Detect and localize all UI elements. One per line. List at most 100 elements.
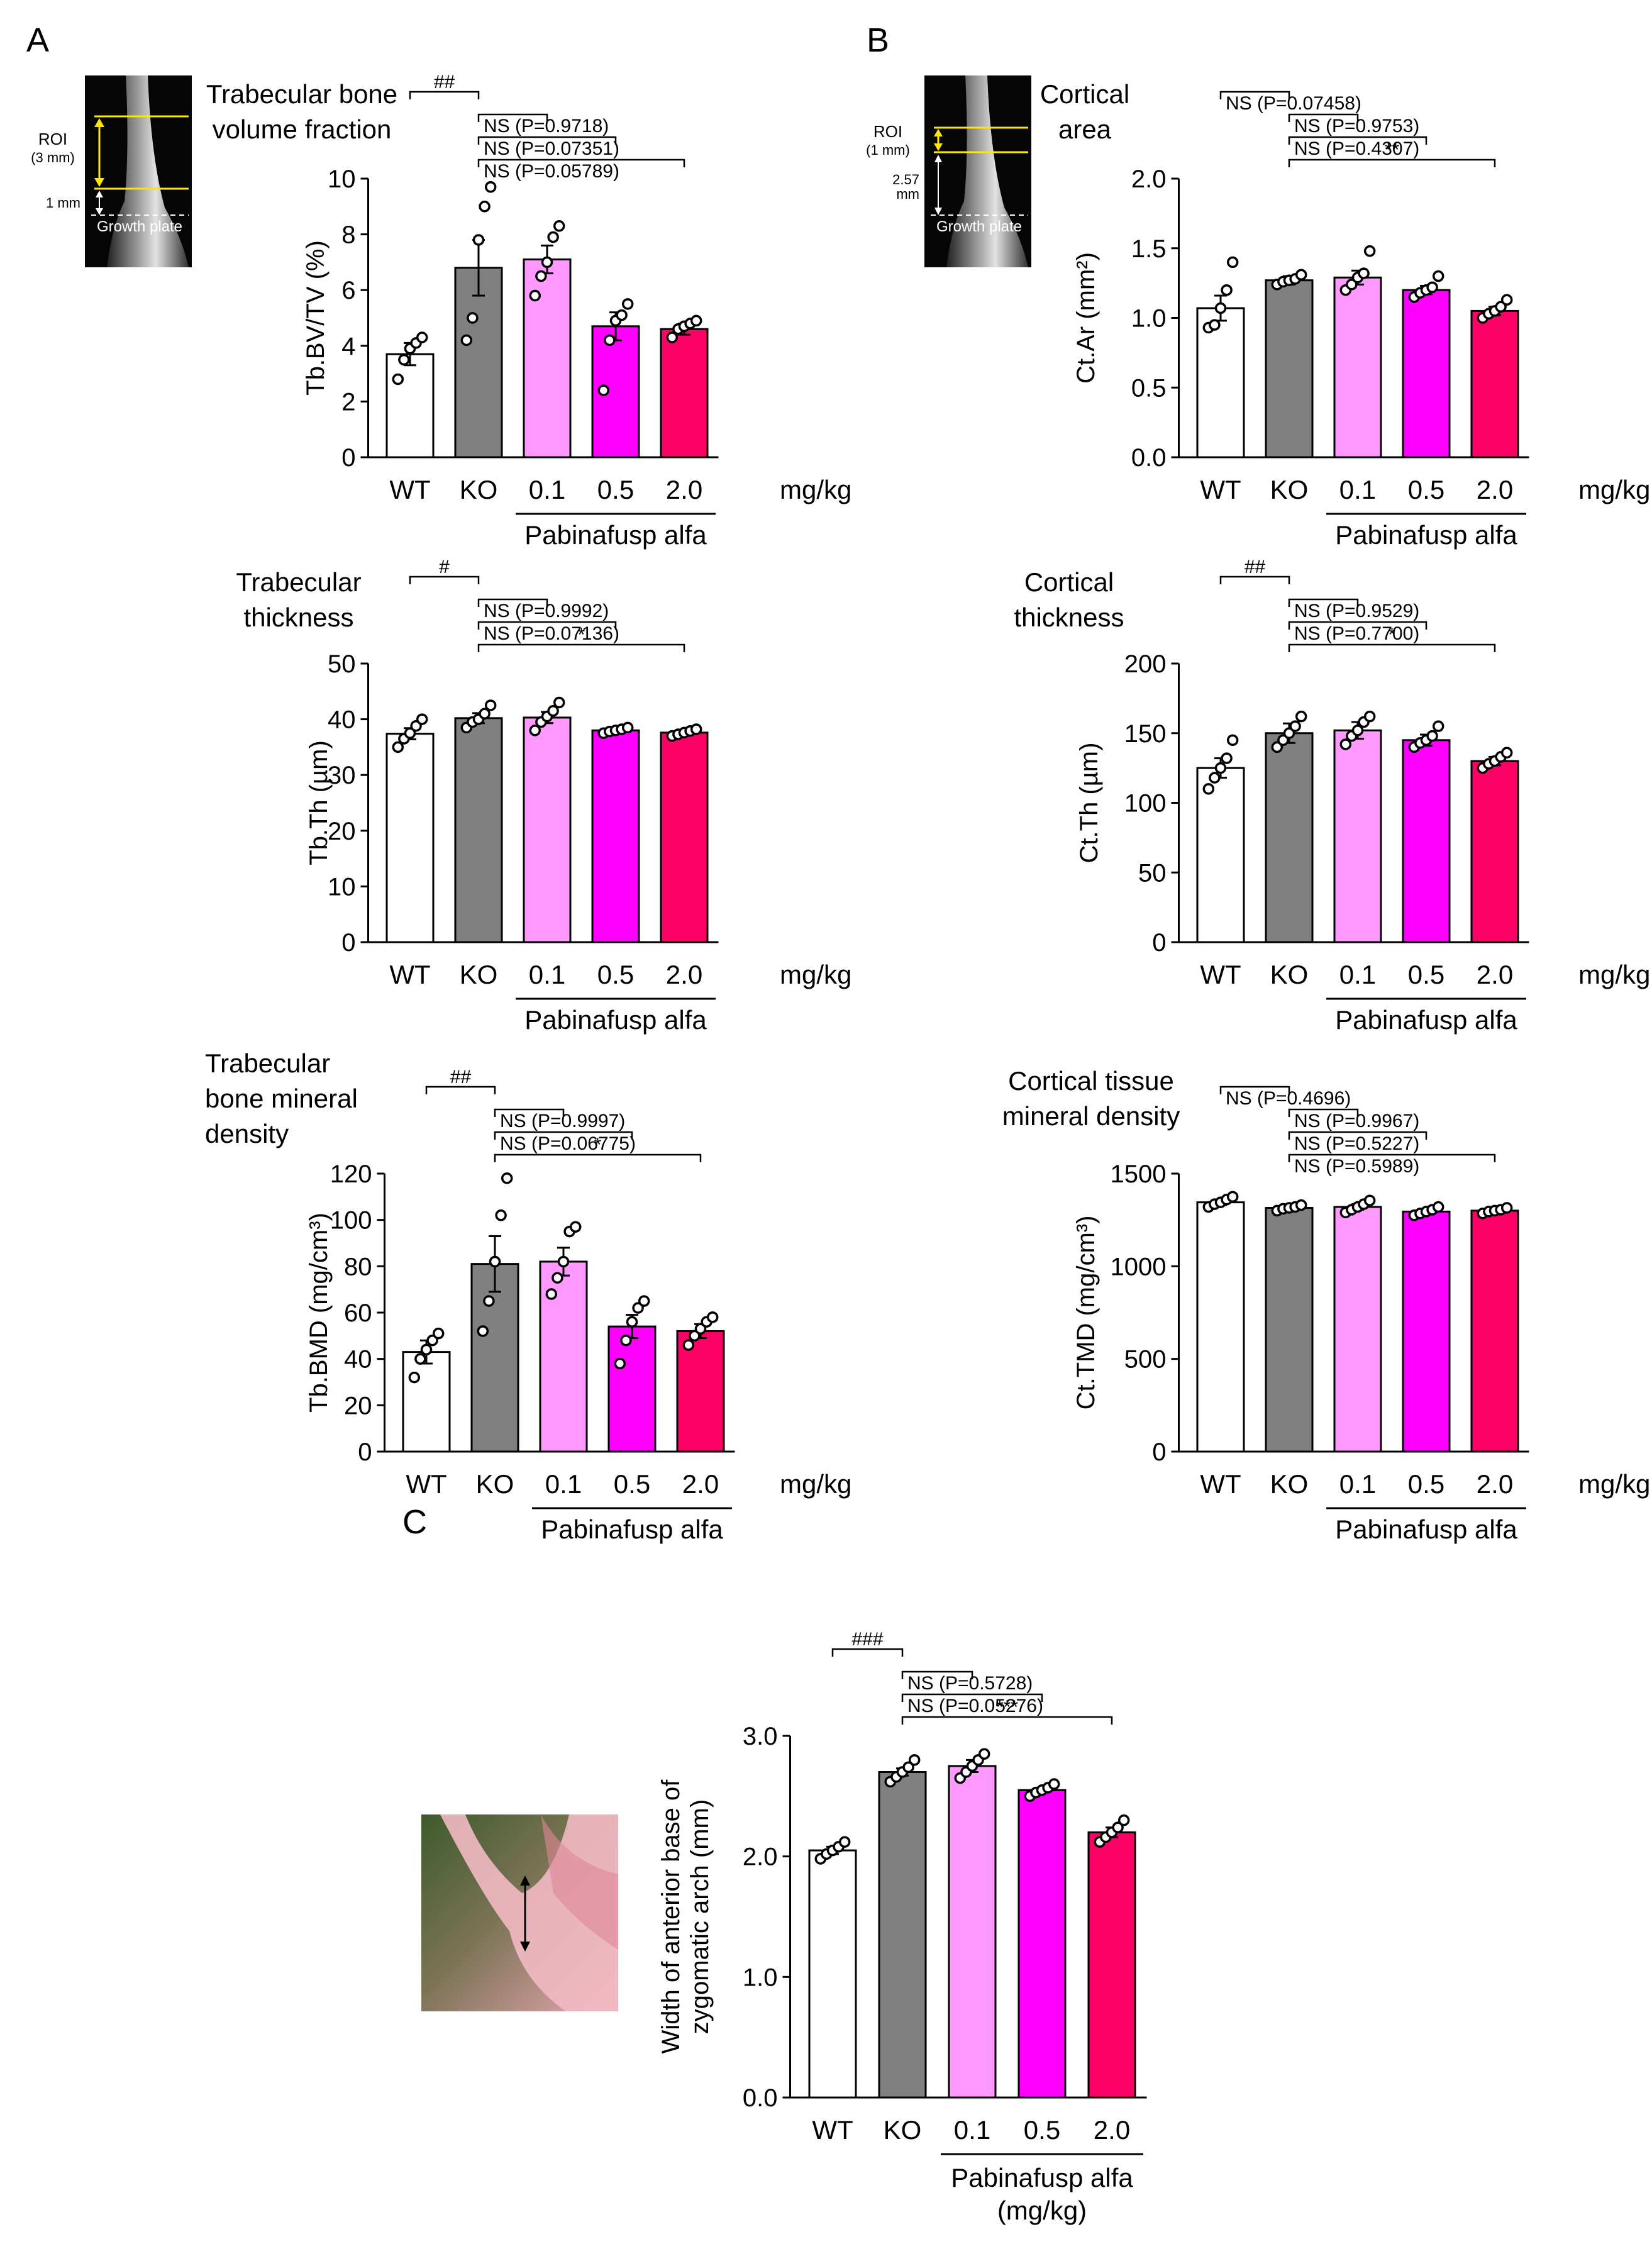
chart-title: Cortical	[1040, 79, 1129, 109]
data-point-0.5	[614, 1357, 626, 1370]
x-unit-label: mg/kg	[780, 1469, 851, 1499]
significance-bracket	[1288, 1108, 1359, 1117]
significance-bracket	[1288, 621, 1427, 630]
chart-ct-th: 0 50 100 150 200 Ct.Th (µm) WT KO 0.1 0.5 2.0 mg/kg…	[1014, 557, 1650, 1035]
x-tick-label-0.1: 0.1	[529, 475, 565, 504]
bar-KO	[454, 717, 503, 943]
significance-bracket	[477, 136, 617, 145]
inset-b-offset-unit: mm	[896, 186, 919, 202]
significance-label: NS (P=0.9718)	[484, 116, 609, 136]
bar-KO	[1265, 732, 1314, 943]
y-tick-label: 500	[1124, 1346, 1167, 1374]
chart-title: Cortical tissue	[1008, 1066, 1174, 1096]
y-tick-label: 50	[1138, 859, 1167, 887]
y-tick-label: 1000	[1111, 1253, 1167, 1281]
chart-zygomatic: 0.0 1.0 2.0 3.0 Width of anterior base of zyg…	[657, 1629, 1147, 2225]
y-tick-label: 40	[328, 706, 356, 734]
chart-title: thickness	[243, 603, 353, 632]
significance-label: **	[1385, 140, 1400, 160]
significance-bracket	[901, 1716, 1113, 1725]
y-tick-label: 0	[341, 444, 355, 472]
x-unit-label: mg/kg	[1578, 1469, 1650, 1499]
chart-tb-th: 0 10 20 30 40 50 Tb.Th (µm) WT KO 0.1 0.5 2.0 mg/kg P…	[236, 557, 851, 1035]
data-point-WT	[398, 353, 410, 366]
zygomatic-bone-shading	[541, 1814, 618, 1950]
bar-KO	[454, 267, 503, 458]
treatment-label: Pabinafusp alfa	[1335, 520, 1517, 550]
inset-b-roi-arrowheads	[934, 129, 943, 151]
significance-label: NS (P=0.4696)	[1226, 1088, 1351, 1109]
data-point-2.0	[1112, 1821, 1124, 1833]
y-tick-label: 0	[358, 1438, 372, 1466]
data-point-0.1	[535, 270, 547, 282]
chart-tb-bvtv: 0 2 4 6 8 10 Tb.BV/TV (%) WT KO 0.1 0.5 2.0 mg/kg Pab…	[206, 72, 852, 550]
data-point-0.1	[529, 725, 541, 736]
bar-KO	[878, 1771, 927, 2099]
x-tick-label-WT: WT	[406, 1469, 446, 1499]
data-point-0.1	[553, 220, 565, 232]
y-tick-label: 30	[328, 762, 356, 789]
data-point-WT	[432, 1327, 445, 1340]
significance-bracket	[901, 1693, 1043, 1702]
data-point-WT	[1221, 752, 1233, 764]
data-point-0.5	[1432, 1201, 1444, 1213]
y-tick-label: 0	[1152, 1438, 1166, 1466]
significance-label: NS (P=0.9997)	[500, 1111, 625, 1131]
data-point-WT	[1214, 302, 1227, 314]
y-axis-title: zygomatic arch (mm)	[686, 1799, 714, 2034]
chart-title: Trabecular	[236, 567, 361, 597]
bar-2.0	[660, 328, 709, 458]
data-point-0.1	[1346, 279, 1358, 291]
y-tick-label: 3.0	[743, 1723, 778, 1750]
significance-bracket	[1288, 1131, 1427, 1140]
bar-0.5	[1402, 289, 1451, 458]
x-tick-label-WT: WT	[389, 475, 430, 504]
bar-0.5	[1017, 1789, 1067, 2099]
x-tick-label-0.1: 0.1	[545, 1469, 582, 1499]
data-point-KO	[489, 1255, 501, 1268]
data-point-2.0	[690, 314, 702, 327]
x-tick-label-KO: KO	[1270, 1469, 1309, 1499]
data-point-WT	[1221, 284, 1233, 296]
x-tick-label-WT: WT	[1200, 960, 1241, 989]
inset-a-offset-arrowheads	[96, 191, 103, 215]
significance-bracket	[494, 1153, 702, 1162]
significance-label: ***	[996, 1697, 1018, 1718]
treatment-label: Pabinafusp alfa	[951, 2163, 1133, 2192]
bar-0.1	[1333, 276, 1382, 458]
significance-bracket	[425, 1086, 496, 1094]
bar-KO	[1265, 279, 1314, 458]
significance-bracket	[477, 113, 548, 122]
data-point-WT	[1209, 772, 1221, 784]
y-tick-label: 150	[1124, 720, 1167, 748]
inset-b-growth-plate-label: Growth plate	[936, 218, 1022, 235]
significance-label: NS (P=0.5728)	[907, 1673, 1033, 1694]
treatment-label: Pabinafusp alfa	[1335, 1005, 1517, 1035]
significance-label: NS (P=0.5989)	[1294, 1156, 1419, 1177]
x-unit-label: mg/kg	[1578, 475, 1650, 504]
x-tick-label-0.5: 0.5	[1408, 475, 1444, 504]
bar-0.5	[1402, 739, 1451, 943]
data-point-KO	[908, 1754, 921, 1766]
bar-WT	[402, 1351, 451, 1453]
data-point-WT	[426, 1334, 438, 1347]
bar-0.1	[523, 716, 572, 943]
y-tick-label: 10	[328, 165, 356, 193]
x-tick-label-WT: WT	[389, 960, 430, 989]
data-point-0.1	[1351, 725, 1364, 736]
y-tick-label: 1.5	[1131, 235, 1167, 263]
inset-b-roi-size: (1 mm)	[866, 142, 910, 158]
significance-bracket	[1288, 643, 1496, 652]
treatment-label: Pabinafusp alfa	[541, 1514, 723, 1544]
data-point-KO	[902, 1761, 914, 1774]
y-tick-label: 100	[1124, 790, 1167, 818]
significance-label: ###	[851, 1629, 883, 1650]
data-point-2.0	[706, 1311, 719, 1323]
data-point-0.5	[597, 384, 610, 396]
chart-ct-ar: 0.0 0.5 1.0 1.5 2.0 Ct.Ar (mm²) WT KO 0.1 0.5 2.0 m…	[1040, 79, 1651, 550]
chart-title: Trabecular bone	[206, 79, 397, 109]
inset-b-bone	[946, 75, 1028, 267]
x-tick-label-KO: KO	[1270, 960, 1309, 989]
roi-inset-b: Growth plate ROI (1 mm) 2.57 mm	[866, 75, 1031, 267]
significance-label: NS (P=0.06775)	[500, 1133, 636, 1154]
